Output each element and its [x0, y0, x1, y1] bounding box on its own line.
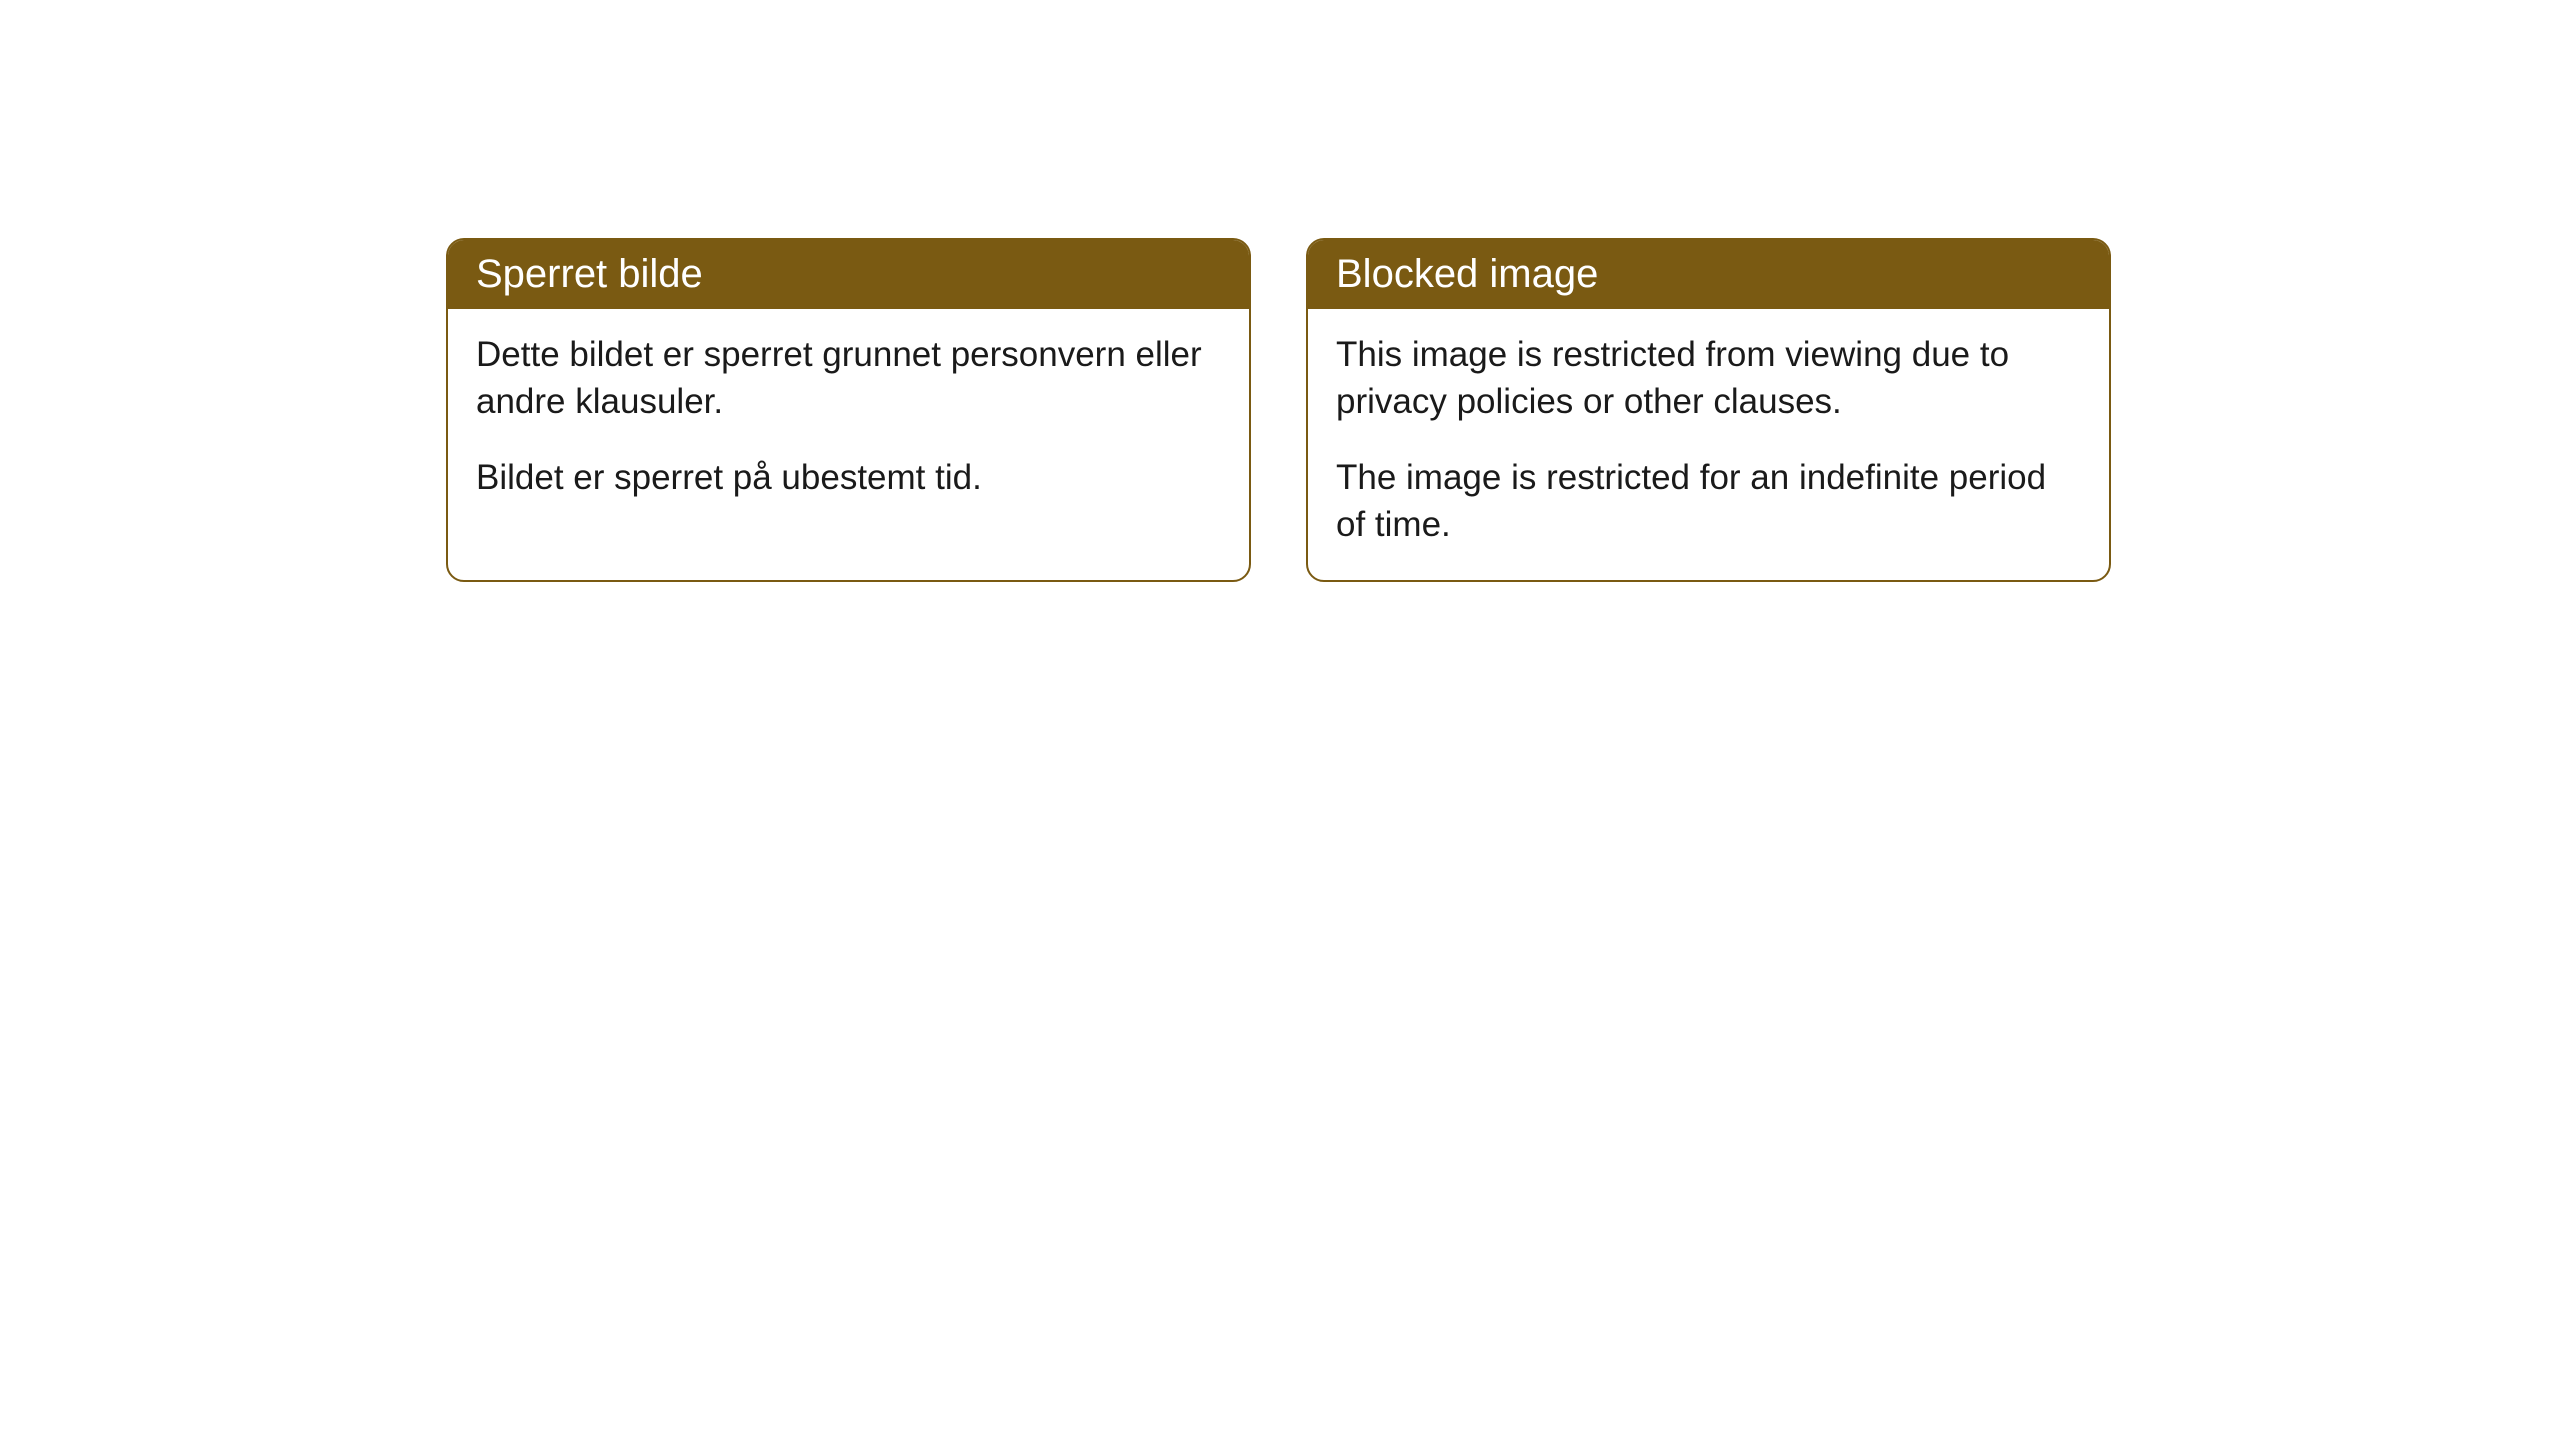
- notice-cards-container: Sperret bilde Dette bildet er sperret gr…: [446, 238, 2111, 582]
- card-body: Dette bildet er sperret grunnet personve…: [448, 309, 1249, 533]
- card-paragraph-2: Bildet er sperret på ubestemt tid.: [476, 454, 1221, 501]
- card-title: Sperret bilde: [476, 252, 703, 296]
- notice-card-norwegian: Sperret bilde Dette bildet er sperret gr…: [446, 238, 1251, 582]
- card-header: Sperret bilde: [448, 240, 1249, 309]
- card-body: This image is restricted from viewing du…: [1308, 309, 2109, 580]
- card-paragraph-1: This image is restricted from viewing du…: [1336, 331, 2081, 426]
- card-header: Blocked image: [1308, 240, 2109, 309]
- card-paragraph-2: The image is restricted for an indefinit…: [1336, 454, 2081, 549]
- notice-card-english: Blocked image This image is restricted f…: [1306, 238, 2111, 582]
- card-title: Blocked image: [1336, 252, 1598, 296]
- card-paragraph-1: Dette bildet er sperret grunnet personve…: [476, 331, 1221, 426]
